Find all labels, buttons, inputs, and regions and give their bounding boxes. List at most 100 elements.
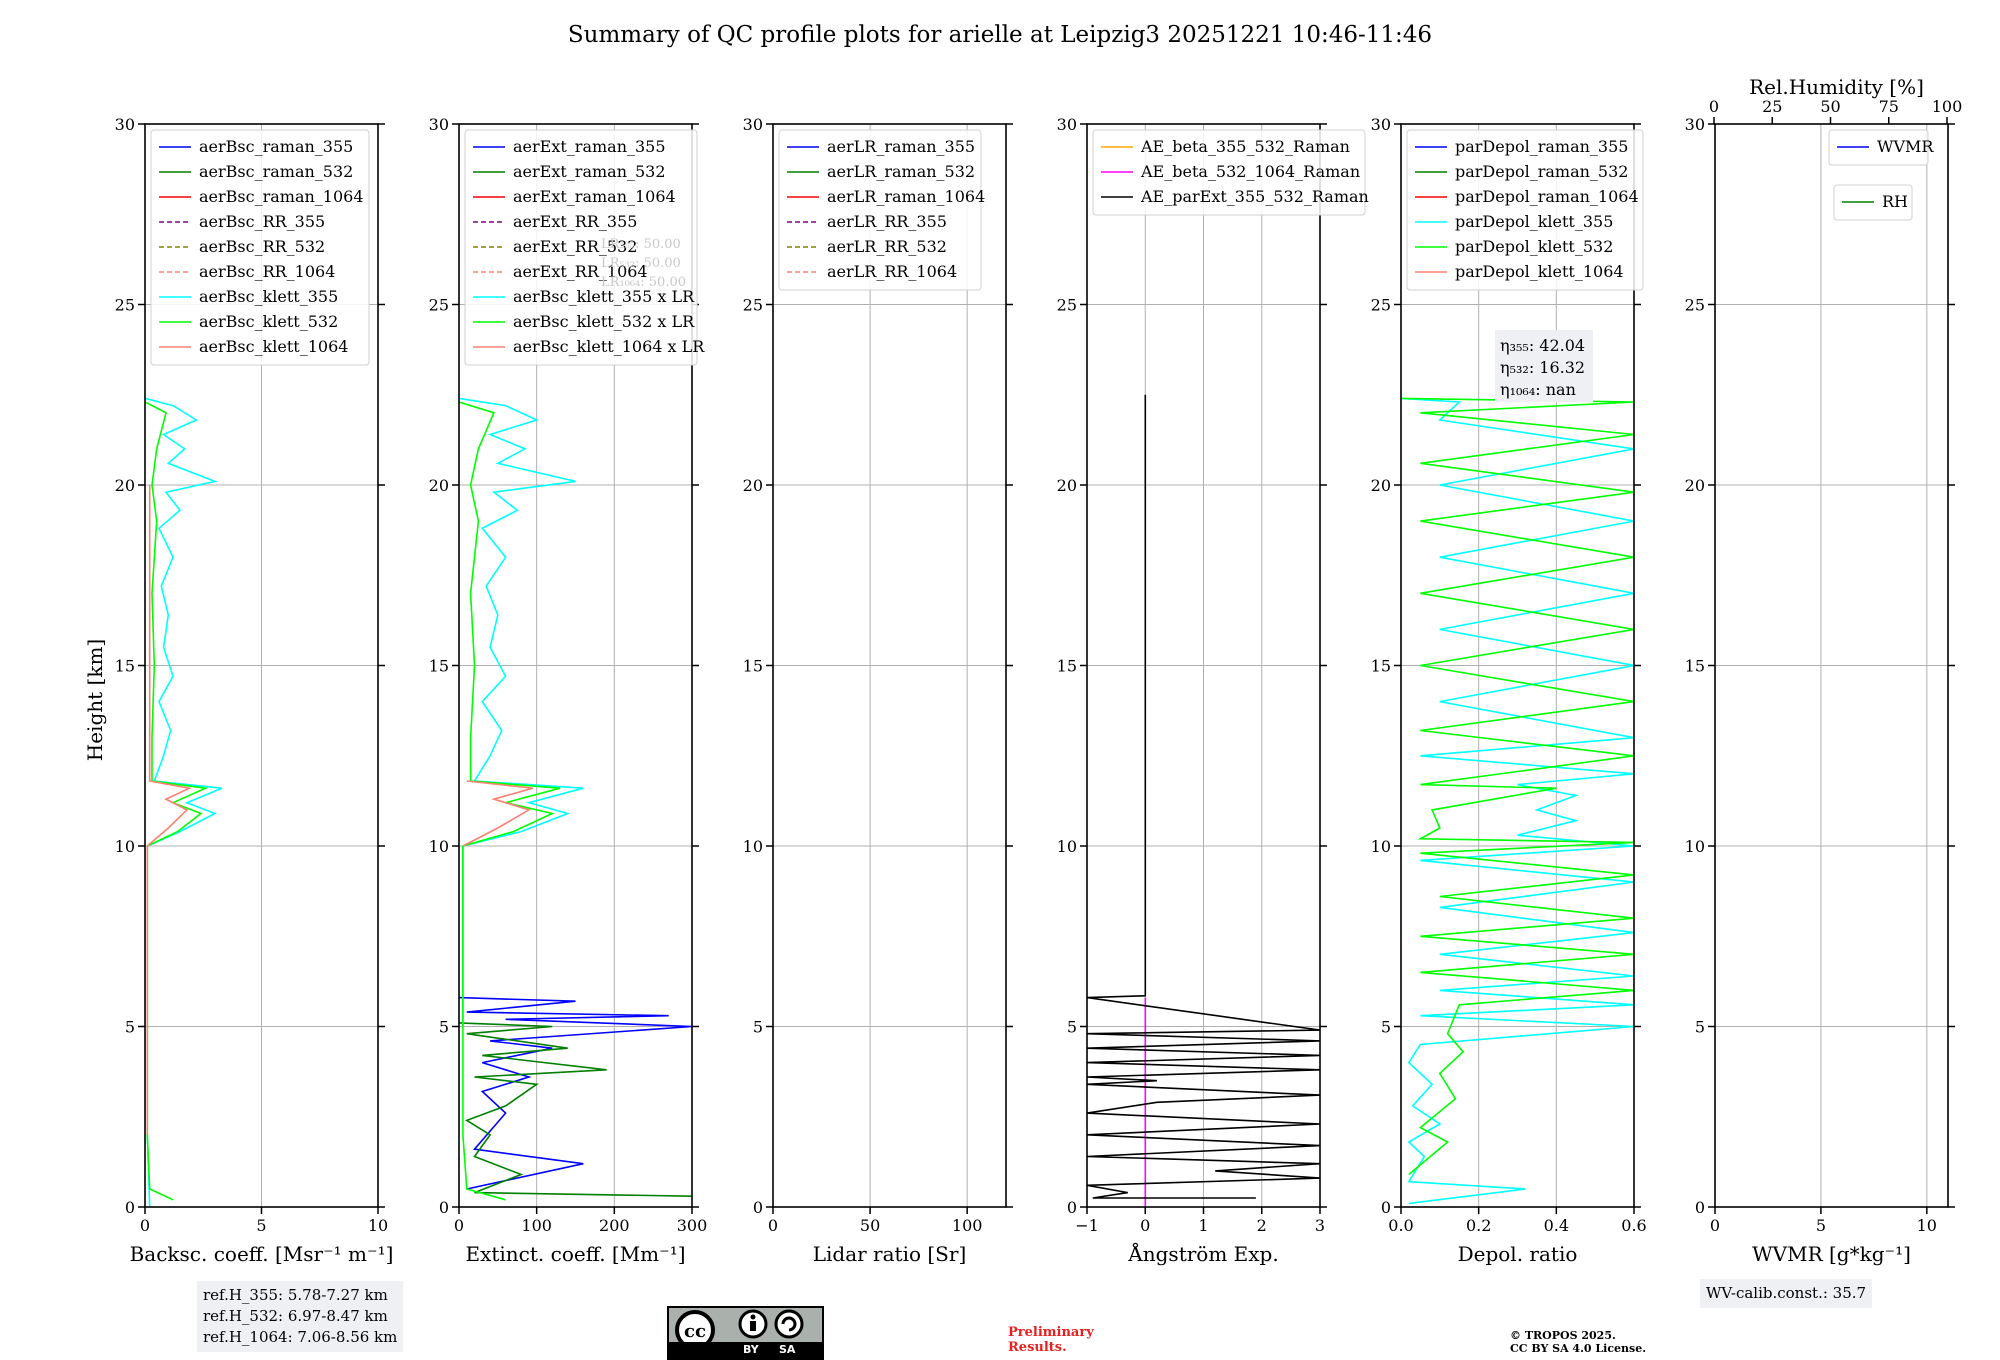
- y-tick-label: 25: [1057, 296, 1077, 315]
- x2-tick-label: 75: [1879, 97, 1899, 116]
- legend-label: aerBsc_RR_532: [199, 237, 325, 256]
- axes-frame: [1714, 123, 1949, 1208]
- x-tick-label: 0: [454, 1216, 464, 1235]
- legend-label: AE_beta_355_532_Raman: [1140, 137, 1350, 156]
- y-tick-label: 25: [429, 296, 449, 315]
- y-tick-label: 30: [115, 115, 135, 134]
- x2-tick-label: 50: [1820, 97, 1840, 116]
- legend-label: aerBsc_RR_1064: [199, 262, 335, 281]
- cc-sa-label: SA: [779, 1343, 796, 1356]
- x-tick-label: 3: [1315, 1216, 1325, 1235]
- x-tick-label: 1: [1198, 1216, 1208, 1235]
- y-tick-label: 10: [743, 837, 763, 856]
- ref-height-355: ref.H_355: 5.78-7.27 km: [203, 1286, 388, 1304]
- x-tick-label: 0.4: [1544, 1216, 1569, 1235]
- x-tick-label: 100: [521, 1216, 552, 1235]
- y-tick-label: 30: [1685, 115, 1705, 134]
- lr-annotation: LR₃₅₅: 50.00: [601, 237, 681, 252]
- y-tick-label: 20: [1057, 476, 1077, 495]
- legend-label: aerBsc_klett_1064: [199, 337, 348, 356]
- x2-tick-label: 100: [1932, 97, 1963, 116]
- x-axis-label: Ångström Exp.: [1127, 1241, 1278, 1266]
- x-tick-label: 50: [860, 1216, 880, 1235]
- y-tick-label: 20: [429, 476, 449, 495]
- y-tick-label: 15: [429, 657, 449, 676]
- y-tick-label: 0: [125, 1198, 135, 1217]
- legend-label: aerExt_RR_532: [513, 237, 637, 256]
- x-tick-label: 0.6: [1621, 1216, 1646, 1235]
- x-tick-label: 0: [1710, 1216, 1720, 1235]
- legend-box: [1828, 129, 1929, 166]
- y-tick-label: 25: [115, 296, 135, 315]
- y-tick-label: 15: [1057, 657, 1077, 676]
- legend-label: parDepol_klett_1064: [1455, 262, 1624, 281]
- eta-annotation: η₁₀₆₄: nan: [1500, 380, 1576, 399]
- preliminary-results-note: Preliminary Results.: [1008, 1325, 1094, 1355]
- copyright-line-1: © TROPOS 2025.: [1510, 1329, 1616, 1342]
- cc-logo-icon: cc: [675, 1309, 804, 1344]
- x2-axis-label: Rel.Humidity [%]: [1749, 75, 1924, 99]
- panel-ext: 0 100 200 300 0 5 10 15 20 25 30 Extinct. coeff. [M…: [429, 115, 708, 1266]
- panel-bsc: 0 5 10 0 5 10 15 20 25 30 Backsc. coeff. [Msr⁻¹ m⁻…: [115, 115, 394, 1266]
- legend-label: parDepol_klett_355: [1455, 212, 1613, 231]
- legend-label: parDepol_raman_355: [1455, 137, 1628, 156]
- legend-box: [150, 129, 370, 366]
- panel-lr: 0 50 100 0 5 10 15 20 25 30 Lidar ratio [Sr] aerLR_…: [743, 115, 1013, 1266]
- legend-label: AE_beta_532_1064_Raman: [1140, 162, 1360, 181]
- y-tick-label: 25: [743, 296, 763, 315]
- series-AE_parExt_355_532_Raman: [1087, 394, 1320, 1199]
- legend-box: [1092, 129, 1366, 216]
- legend-box: [1406, 129, 1644, 291]
- legend-label: aerLR_raman_532: [827, 162, 975, 181]
- y-tick-label: 30: [1057, 115, 1077, 134]
- series-aerBsc_klett_1064 x LR: [462, 780, 534, 847]
- series-aerBsc_klett_532 x LR: [459, 401, 561, 1201]
- legend-label: aerBsc_klett_355: [199, 287, 338, 306]
- x-axis-label: Depol. ratio: [1458, 1242, 1578, 1266]
- series-aerExt_raman_532: [459, 1022, 692, 1197]
- legend-label: aerLR_raman_355: [827, 137, 975, 156]
- copyright-note: © TROPOS 2025. CC BY SA 4.0 License.: [1510, 1329, 1646, 1355]
- figure-title: Summary of QC profile plots for arielle …: [567, 22, 1433, 48]
- legend-label: aerExt_raman_1064: [513, 187, 676, 206]
- legend-box: [464, 129, 698, 366]
- legend-label: aerBsc_klett_355 x LR: [513, 287, 695, 306]
- legend-label: parDepol_raman_532: [1455, 162, 1628, 181]
- legend-label: aerBsc_raman_1064: [199, 187, 364, 206]
- eta-box: [1495, 330, 1593, 402]
- series-parDepol_klett_532: [1401, 397, 1634, 1176]
- x-tick-label: 300: [677, 1216, 708, 1235]
- cc-by-label: BY: [743, 1343, 759, 1356]
- y-tick-label: 5: [1695, 1018, 1705, 1037]
- y-tick-label: 5: [125, 1018, 135, 1037]
- y-tick-label: 30: [743, 115, 763, 134]
- y-tick-label: 15: [115, 657, 135, 676]
- legend-label: aerExt_raman_532: [513, 162, 666, 181]
- y-tick-label: 5: [439, 1018, 449, 1037]
- eta-annotation: η₅₃₂: 16.32: [1500, 358, 1585, 377]
- panel-depol: 0.0 0.2 0.4 0.6 0 5 10 15 20 25 30 Depol. ratio parD…: [1371, 115, 1647, 1266]
- y-tick-label: 15: [1371, 657, 1391, 676]
- axes-frame: [1400, 123, 1635, 1208]
- x-tick-label: 10: [1917, 1216, 1937, 1235]
- axes-frame: [772, 123, 1007, 1208]
- legend-label: aerLR_RR_532: [827, 237, 947, 256]
- y-tick-label: 20: [1371, 476, 1391, 495]
- y-tick-label: 5: [1381, 1018, 1391, 1037]
- series-aerBsc_klett_355 x LR: [459, 397, 584, 1027]
- legend-label: aerLR_raman_1064: [827, 187, 985, 206]
- x-tick-label: 5: [1816, 1216, 1826, 1235]
- series-aerBsc_klett_1064: [146, 485, 192, 1135]
- legend-label: RH: [1882, 192, 1908, 211]
- x-tick-label: 2: [1257, 1216, 1267, 1235]
- legend-label: parDepol_raman_1064: [1455, 187, 1639, 206]
- y-tick-label: 0: [753, 1198, 763, 1217]
- y-tick-label: 20: [743, 476, 763, 495]
- y-axis-label: Height [km]: [83, 639, 107, 761]
- axes-frame: [144, 123, 379, 1208]
- lr-annotation: LR₅₃₂: 50.00: [601, 256, 681, 271]
- y-tick-label: 5: [753, 1018, 763, 1037]
